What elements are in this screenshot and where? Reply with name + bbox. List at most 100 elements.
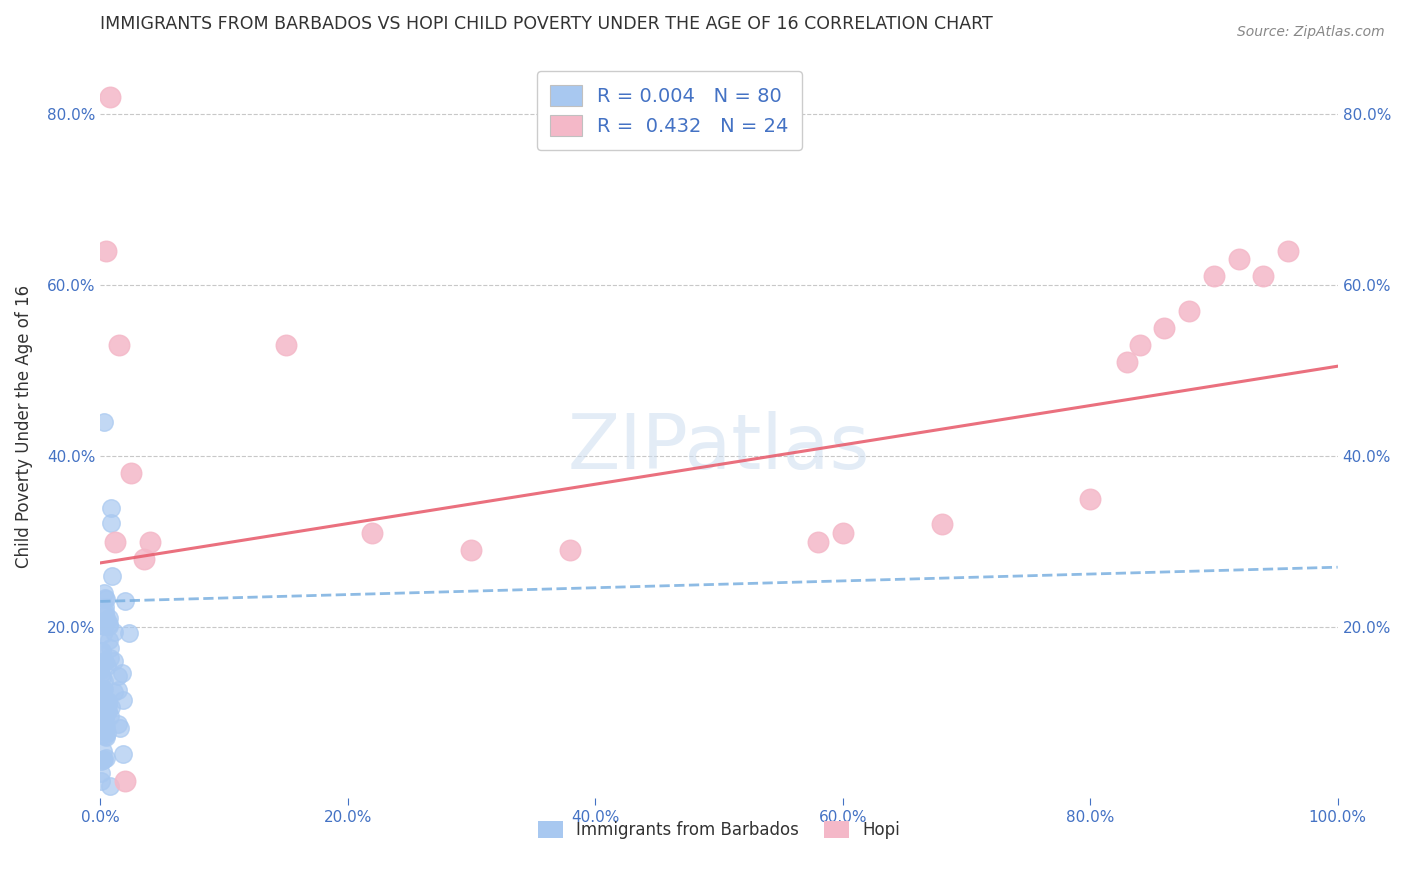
Point: [97, 694, 120, 708]
Point: [1078, 491, 1101, 506]
Point: [931, 517, 953, 532]
Point: [90, 754, 112, 768]
Point: [94, 720, 117, 734]
Point: [108, 338, 131, 352]
Point: [107, 717, 129, 731]
Point: [98, 640, 121, 655]
Point: [274, 338, 297, 352]
Point: [97, 619, 120, 633]
Point: [93, 692, 115, 706]
Point: [91, 644, 114, 658]
Point: [96, 613, 118, 627]
Point: [98, 632, 121, 647]
Point: [114, 594, 136, 608]
Point: [103, 685, 125, 699]
Point: [1227, 252, 1250, 267]
Point: [107, 669, 129, 683]
Point: [103, 625, 125, 640]
Point: [93, 681, 115, 696]
Point: [90, 773, 112, 788]
Point: [91, 626, 114, 640]
Point: [93, 690, 115, 705]
Point: [93, 701, 115, 715]
Point: [93, 685, 115, 699]
Point: [94, 729, 117, 743]
Point: [94, 703, 117, 717]
Point: [93, 674, 115, 689]
Point: [1277, 244, 1299, 258]
Point: [807, 534, 830, 549]
Point: [90, 686, 112, 700]
Point: [98, 89, 121, 103]
Point: [139, 534, 162, 549]
Point: [94, 698, 117, 712]
Point: [97, 698, 120, 713]
Point: [90, 716, 112, 731]
Point: [90, 723, 112, 738]
Point: [560, 543, 582, 558]
Point: [94, 605, 117, 619]
Point: [100, 516, 122, 530]
Point: [93, 706, 115, 721]
Point: [98, 709, 121, 723]
Point: [94, 608, 117, 623]
Point: [91, 723, 114, 737]
Point: [93, 591, 115, 606]
Point: [91, 707, 114, 722]
Point: [107, 683, 129, 698]
Point: [104, 534, 127, 549]
Point: [90, 618, 112, 632]
Point: [96, 658, 118, 673]
Point: [97, 704, 120, 718]
Point: [1116, 355, 1139, 369]
Point: [831, 526, 853, 541]
Point: [96, 726, 118, 740]
Point: [94, 706, 117, 720]
Point: [96, 591, 118, 606]
Point: [108, 722, 131, 736]
Point: [91, 753, 114, 767]
Point: [93, 619, 115, 633]
Text: Source: ZipAtlas.com: Source: ZipAtlas.com: [1237, 25, 1385, 39]
Point: [114, 774, 136, 789]
Point: [98, 650, 121, 665]
Point: [1202, 269, 1225, 284]
Point: [91, 682, 114, 697]
Point: [91, 690, 114, 705]
Point: [91, 689, 114, 703]
Point: [89, 663, 111, 677]
Point: [91, 683, 114, 698]
Point: [94, 730, 117, 744]
Point: [94, 712, 117, 726]
Point: [1178, 303, 1201, 318]
Point: [94, 600, 117, 615]
Point: [460, 543, 482, 558]
Point: [93, 586, 115, 600]
Text: IMMIGRANTS FROM BARBADOS VS HOPI CHILD POVERTY UNDER THE AGE OF 16 CORRELATION C: IMMIGRANTS FROM BARBADOS VS HOPI CHILD P…: [100, 15, 993, 33]
Point: [112, 693, 135, 707]
Point: [120, 466, 142, 480]
Point: [361, 526, 384, 541]
Point: [98, 617, 121, 632]
Point: [117, 625, 139, 640]
Point: [93, 654, 115, 668]
Point: [90, 666, 112, 681]
Point: [94, 751, 117, 765]
Point: [100, 501, 122, 516]
Point: [111, 747, 134, 761]
Point: [96, 244, 118, 258]
Point: [100, 700, 122, 714]
Point: [91, 727, 114, 741]
Point: [94, 707, 117, 722]
Point: [1129, 338, 1152, 352]
Point: [98, 779, 121, 793]
Point: [89, 644, 111, 658]
Point: [132, 551, 155, 566]
Point: [90, 766, 112, 780]
Point: [93, 415, 115, 429]
Point: [94, 655, 117, 669]
Point: [93, 722, 115, 736]
Point: [91, 744, 114, 758]
Y-axis label: Child Poverty Under the Age of 16: Child Poverty Under the Age of 16: [15, 285, 32, 567]
Point: [101, 568, 124, 582]
